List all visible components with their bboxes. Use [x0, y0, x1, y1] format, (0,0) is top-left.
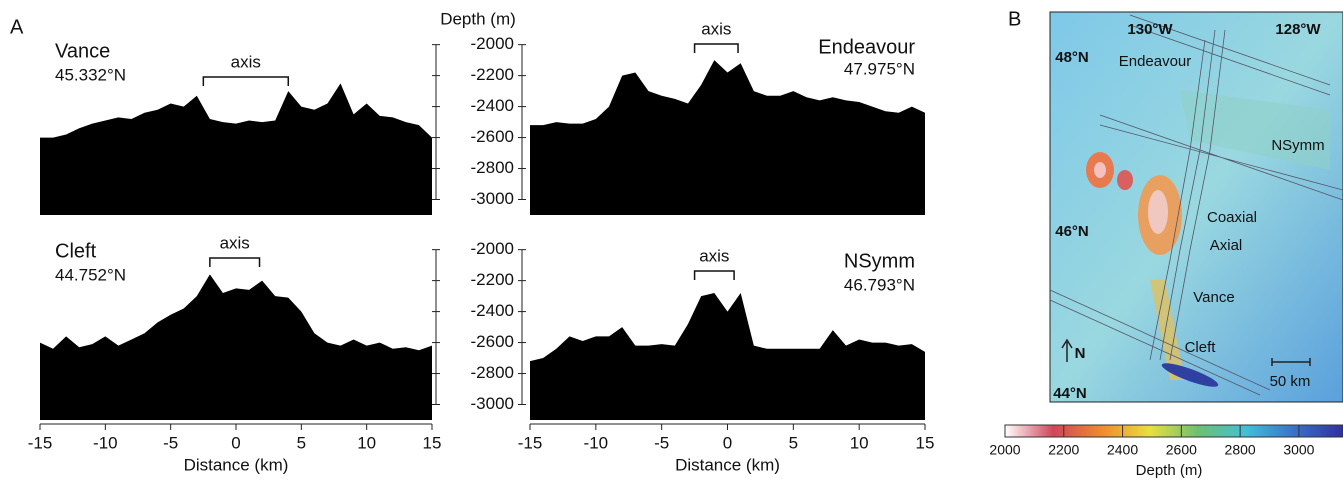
x-tick-label: 10: [357, 433, 376, 452]
profile-latitude: 45.332°N: [55, 65, 126, 84]
x-tick-label: 15: [916, 433, 935, 452]
map-label: 128°W: [1275, 21, 1321, 38]
profile-latitude: 46.793°N: [844, 275, 915, 294]
map-label: N: [1075, 345, 1086, 362]
y-tick-label: -2800: [471, 363, 514, 382]
colorbar-tick-label: 2800: [1225, 442, 1256, 458]
map-label: Endeavour: [1119, 53, 1192, 70]
depth-profile: [40, 83, 432, 216]
seamount: [1094, 162, 1106, 178]
depth-profile: [530, 293, 925, 420]
map-label: Axial: [1210, 237, 1243, 254]
seamount: [1117, 170, 1133, 190]
map-label: NSymm: [1271, 137, 1324, 154]
axis-label: axis: [231, 52, 261, 71]
x-tick-label: -5: [654, 433, 669, 452]
map: 130°W 128°W 48°N 46°N 44°N Endeavour NSymm Coax…: [1049, 11, 1343, 403]
scale-bar: [1061, 338, 1311, 366]
axis-label: axis: [220, 233, 250, 252]
profile-latitude: 47.975°N: [844, 59, 915, 78]
y-tick-label: -2000: [471, 34, 514, 53]
y-tick-label: -2600: [471, 332, 514, 351]
map-label: Coaxial: [1207, 209, 1257, 226]
y-tick-label: -2000: [471, 239, 514, 258]
y-tick-label: -2400: [471, 96, 514, 115]
map-label: 48°N: [1055, 49, 1089, 66]
x-tick-label: -15: [28, 433, 53, 452]
y-tick-label: -3000: [471, 189, 514, 208]
colorbar-tick-label: 2400: [1107, 442, 1138, 458]
y-tick-label: -2800: [471, 158, 514, 177]
terrain: [1180, 90, 1330, 170]
seamount: [1148, 190, 1168, 234]
x-tick-label: -10: [584, 433, 609, 452]
colorbar-tick-label: 3000: [1283, 442, 1314, 458]
axis-bracket: [202, 76, 290, 86]
depth-profile: [40, 274, 432, 420]
axis-label: axis: [701, 19, 731, 38]
map-label: 44°N: [1053, 385, 1087, 402]
map-label: 50 km: [1270, 373, 1311, 390]
map-label: 130°W: [1127, 21, 1173, 38]
profile-latitude: 44.752°N: [55, 265, 126, 284]
map-label: 46°N: [1055, 223, 1089, 240]
map-label: Vance: [1193, 289, 1234, 306]
map-background: [1049, 11, 1343, 403]
colorbar: [1004, 424, 1343, 438]
x-tick-label: 5: [789, 433, 798, 452]
y-tick-label: -2200: [471, 65, 514, 84]
x-tick-label: -15: [518, 433, 543, 452]
ship-tracks: [1049, 14, 1343, 396]
map-label: Cleft: [1185, 339, 1217, 356]
panel-label: A: [10, 16, 24, 38]
axis-bracket: [693, 43, 739, 53]
x-tick-label: 0: [723, 433, 732, 452]
colorbar-label: Depth (m): [1136, 462, 1203, 479]
y-tick-label: -2400: [471, 301, 514, 320]
axis-bracket: [209, 257, 261, 267]
panel-label: B: [1008, 8, 1021, 30]
colorbar-tick-label: 2000: [989, 442, 1020, 458]
x-axis-label: Distance (km): [675, 455, 780, 474]
ridge: [1150, 280, 1185, 380]
colorbar-tick-label: 2200: [1048, 442, 1079, 458]
x-tick-label: 10: [850, 433, 869, 452]
axis-label: axis: [699, 246, 729, 265]
profile-title: Endeavour: [818, 36, 915, 58]
profile-title: Vance: [55, 40, 110, 62]
x-tick-label: -5: [163, 433, 178, 452]
colorbar-tick-label: 2600: [1166, 442, 1197, 458]
trough: [1161, 363, 1219, 387]
x-tick-label: 15: [423, 433, 442, 452]
axis-bracket: [693, 270, 735, 280]
depth-profile: [530, 60, 925, 215]
y-tick-label: -2200: [471, 270, 514, 289]
x-tick-label: 0: [231, 433, 240, 452]
y-axis-label: Depth (m): [440, 9, 516, 28]
x-tick-label: 5: [297, 433, 306, 452]
y-tick-label: -2600: [471, 127, 514, 146]
profile-title: Cleft: [55, 240, 97, 262]
x-axis-label: Distance (km): [184, 455, 289, 474]
x-tick-label: -10: [93, 433, 118, 452]
y-tick-label: -3000: [471, 394, 514, 413]
profile-title: NSymm: [844, 250, 915, 272]
